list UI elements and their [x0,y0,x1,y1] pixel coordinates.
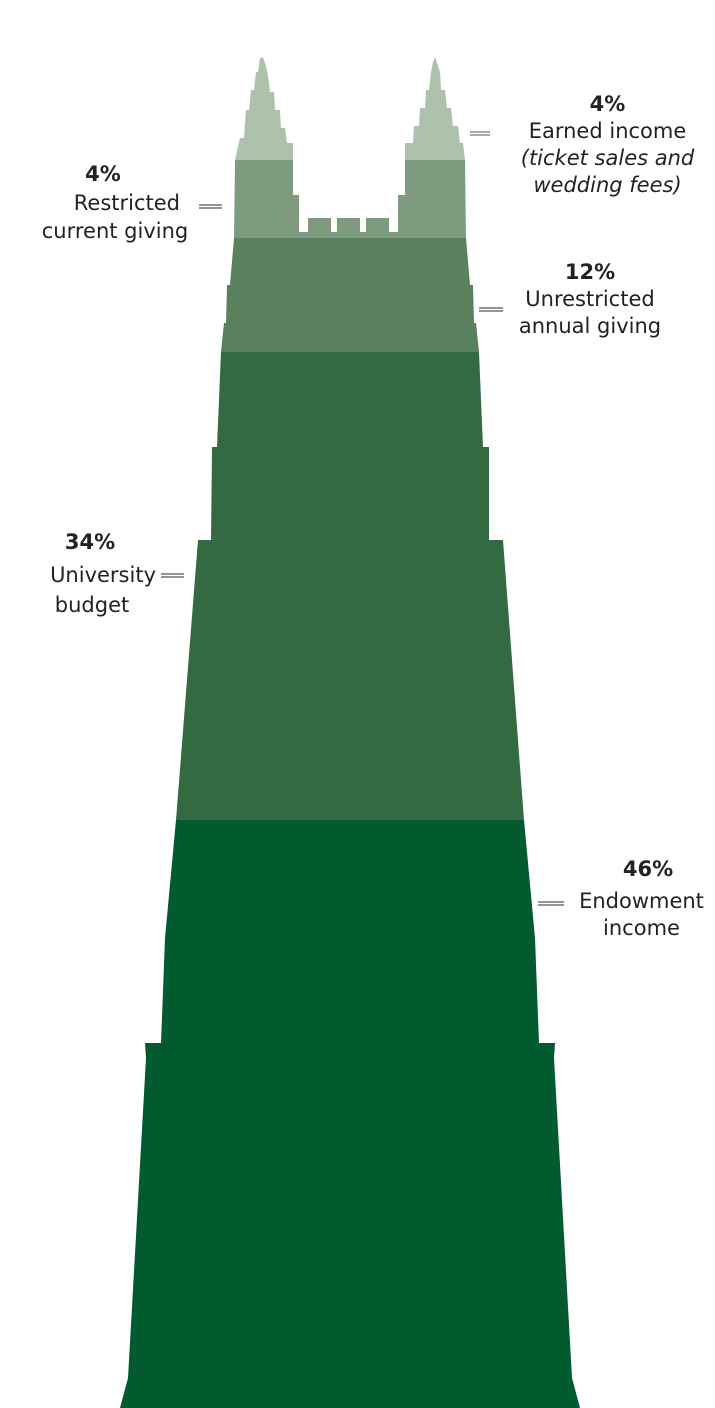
tower-segments [120,57,580,1408]
name-earned-income: Earned income [528,119,687,143]
name-restricted-giving-1: Restricted [73,191,180,215]
name-unrestricted-giving-2: annual giving [518,314,662,338]
segment-earned-income [235,57,465,160]
label-earned-income: 4% Earned income (ticket sales and weddi… [500,90,715,199]
note-earned-income-2: wedding fees) [533,173,682,197]
name-restricted-giving-2: current giving [41,219,189,243]
leader-lines [161,131,564,906]
segment-unrestricted-giving [221,238,479,352]
pct-endowment-income: 46% [622,857,674,881]
pct-restricted-giving: 4% [85,162,121,186]
label-endowment-pct: 46% [598,855,698,883]
pct-university-budget: 34% [64,530,116,554]
name-university-budget-1: University [50,563,156,587]
segment-restricted-giving [234,160,466,238]
text-university-budget-2: budget [40,592,144,619]
note-earned-income-1: (ticket sales and [520,146,695,170]
name-endowment-income-2: income [603,916,680,940]
label-restricted-giving: 4% [28,160,178,188]
pct-earned-income: 4% [589,92,626,116]
label-unrestricted-giving: 12% Unrestricted annual giving [505,258,675,340]
segment-university-budget [176,352,524,820]
label-endowment-text: Endowment income [568,888,715,942]
label-university-budget: 34% [40,528,140,556]
text-restricted-giving-2: current giving [10,218,220,245]
text-university-budget: University [0,562,156,589]
name-unrestricted-giving-1: Unrestricted [525,287,655,311]
pct-unrestricted-giving: 12% [564,260,616,284]
name-university-budget-2: budget [54,593,130,617]
text-restricted-giving: Restricted [0,190,180,217]
segment-endowment-income [120,820,580,1408]
name-endowment-income-1: Endowment [579,889,704,913]
